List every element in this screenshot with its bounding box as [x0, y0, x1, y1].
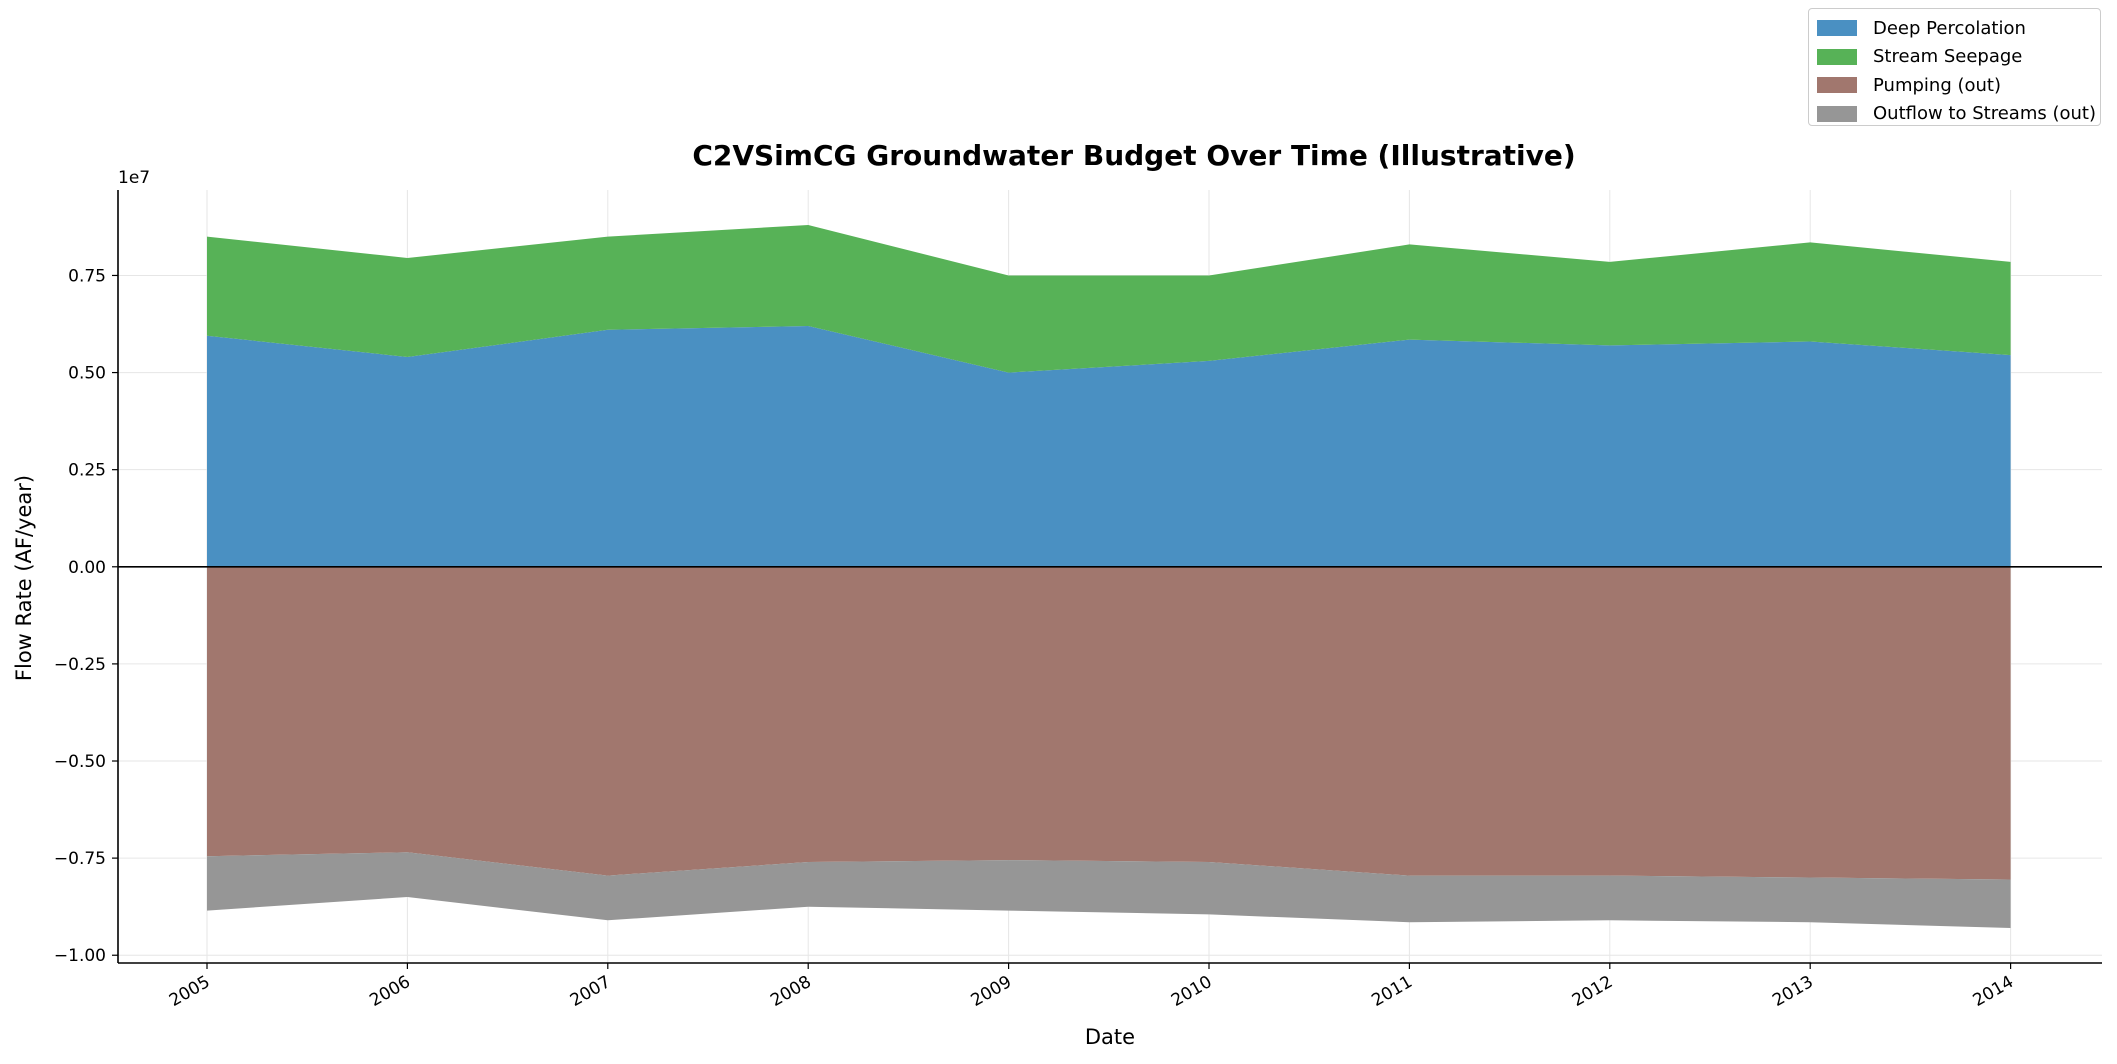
area-stream-seepage	[207, 225, 2011, 373]
y-tick-label: 0.75	[68, 266, 106, 286]
legend-swatch-deep-percolation	[1817, 20, 1857, 37]
y-tick-label: −0.50	[54, 752, 106, 772]
x-tick-label: 2014	[1970, 972, 2017, 1011]
y-tick-label: −1.00	[54, 946, 106, 966]
x-axis-title: Date	[1085, 1025, 1135, 1049]
legend-label-stream-seepage: Stream Seepage	[1873, 46, 2023, 68]
legend-label-pumping: Pumping (out)	[1873, 74, 2001, 96]
area-pumping-out	[207, 566, 2011, 880]
x-tick-label: 2011	[1368, 972, 1415, 1011]
y-tick-label: −0.25	[54, 655, 106, 675]
legend-item-stream-seepage: Stream Seepage	[1817, 43, 2092, 72]
legend-item-outflow-to-streams: Outflow to Streams (out)	[1817, 100, 2096, 129]
chart-title: C2VSimCG Groundwater Budget Over Time (I…	[692, 139, 1575, 172]
area-outflow-to-streams-out	[207, 852, 2011, 928]
plot-areas	[207, 225, 2011, 928]
area-deep-percolation	[207, 326, 2011, 567]
x-tick-label: 2007	[567, 972, 614, 1011]
x-tick-label: 2006	[366, 972, 413, 1011]
legend-label-outflow-to-streams: Outflow to Streams (out)	[1873, 103, 2096, 125]
y-tick-label: −0.75	[54, 849, 106, 869]
legend-swatch-pumping	[1817, 77, 1857, 94]
legend-item-deep-percolation: Deep Percolation	[1817, 14, 2092, 43]
legend-label-deep-percolation: Deep Percolation	[1873, 17, 2026, 39]
x-tick-label: 2010	[1168, 972, 1215, 1011]
x-tick-label: 2008	[767, 972, 814, 1011]
x-tick-label: 2013	[1769, 972, 1816, 1011]
legend-item-pumping: Pumping (out)	[1817, 71, 2092, 100]
y-axis-title: Flow Rate (AF/year)	[12, 475, 36, 681]
y-axis-offset-label: 1e7	[118, 168, 150, 188]
x-tick-label: 2012	[1569, 972, 1616, 1011]
y-tick-label: 0.25	[68, 461, 106, 481]
x-tick-label: 2005	[166, 972, 213, 1011]
legend-swatch-outflow-to-streams	[1817, 105, 1857, 122]
legend-swatch-stream-seepage	[1817, 48, 1857, 65]
legend: Deep Percolation Stream Seepage Pumping …	[1808, 8, 2101, 126]
y-tick-label: 0.00	[68, 558, 106, 578]
x-tick-label: 2009	[968, 972, 1015, 1011]
y-tick-label: 0.50	[68, 364, 106, 384]
